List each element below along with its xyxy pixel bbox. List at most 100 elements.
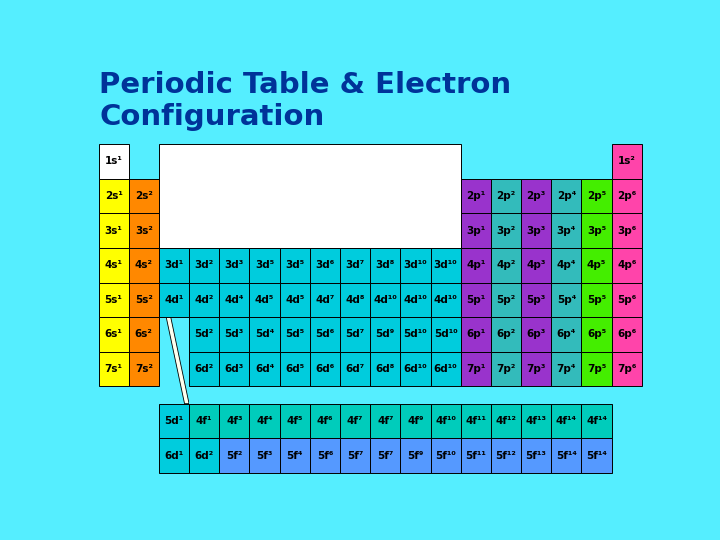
Bar [461,248,491,282]
Bar [521,179,552,213]
Text: 3d²: 3d² [194,260,214,270]
Bar [370,438,400,473]
Text: 5p⁵: 5p⁵ [587,295,606,305]
Bar [340,404,370,438]
Text: Periodic Table & Electron
Configuration: Periodic Table & Electron Configuration [99,71,511,131]
Text: 6p⁶: 6p⁶ [617,329,636,340]
Text: 2p⁶: 2p⁶ [617,191,636,201]
Text: 6p³: 6p³ [526,329,546,340]
Text: 5f⁹: 5f⁹ [408,450,423,461]
Bar [99,352,129,387]
Text: 3d⁸: 3d⁸ [376,260,395,270]
Text: 3p¹: 3p¹ [466,226,485,235]
Text: 3p⁵: 3p⁵ [587,226,606,235]
Text: 7p³: 7p³ [526,364,546,374]
Bar [461,317,491,352]
Bar [220,404,249,438]
Text: 3d⁷: 3d⁷ [346,260,365,270]
Text: 5f¹¹: 5f¹¹ [465,450,486,461]
Text: 5d⁹: 5d⁹ [376,329,395,340]
Text: 3d⁶: 3d⁶ [315,260,335,270]
Bar [189,438,220,473]
Text: 6p⁴: 6p⁴ [557,329,576,340]
Text: 5d⁵: 5d⁵ [285,329,305,340]
Bar [491,438,521,473]
Bar [129,282,159,317]
Bar [279,282,310,317]
Text: 4f⁷: 4f⁷ [377,416,394,426]
Bar [310,438,340,473]
Bar [370,282,400,317]
Text: 6d¹: 6d¹ [164,450,184,461]
Bar [189,248,220,282]
Text: 5d⁶: 5d⁶ [315,329,335,340]
Bar [99,213,129,248]
Text: 5f¹⁰: 5f¹⁰ [435,450,456,461]
Text: 5f²: 5f² [226,450,243,461]
Text: 5d¹⁰: 5d¹⁰ [404,329,427,340]
Text: 6d⁷: 6d⁷ [346,364,365,374]
Bar [189,352,220,387]
Text: 2s²: 2s² [135,191,153,201]
Bar [431,438,461,473]
Bar [279,438,310,473]
Bar [552,438,582,473]
Bar [491,213,521,248]
Text: 4s¹: 4s¹ [104,260,122,270]
Bar [220,438,249,473]
Text: 4f¹⁴: 4f¹⁴ [586,416,607,426]
Text: 2p¹: 2p¹ [466,191,485,201]
Bar [129,248,159,282]
Text: 5f⁷: 5f⁷ [347,450,364,461]
Text: 5d⁷: 5d⁷ [346,329,365,340]
Bar [521,438,552,473]
Bar [220,352,249,387]
Bar [129,317,159,352]
Bar [552,248,582,282]
Text: 5p⁶: 5p⁶ [617,295,636,305]
Text: 5f¹⁴: 5f¹⁴ [556,450,577,461]
Text: 5d¹: 5d¹ [164,416,184,426]
Bar [340,352,370,387]
Bar [129,352,159,387]
Bar [491,179,521,213]
Bar [310,282,340,317]
Text: 6d⁵: 6d⁵ [285,364,305,374]
Bar [279,317,310,352]
Text: 4d¹: 4d¹ [164,295,184,305]
Bar [431,317,461,352]
Bar [431,404,461,438]
Bar [611,282,642,317]
Bar [279,352,310,387]
Bar [279,248,310,282]
Bar [340,282,370,317]
Bar [521,317,552,352]
Bar [159,144,461,248]
Bar [99,317,129,352]
Text: 4f³: 4f³ [226,416,243,426]
Bar [461,404,491,438]
Text: 6d¹⁰: 6d¹⁰ [433,364,457,374]
Text: 4d¹⁰: 4d¹⁰ [373,295,397,305]
Text: 3p⁶: 3p⁶ [617,226,636,235]
Bar [249,317,279,352]
Text: 5d⁴: 5d⁴ [255,329,274,340]
Bar [461,438,491,473]
Text: 5f³: 5f³ [256,450,273,461]
Text: 3d¹⁰: 3d¹⁰ [404,260,427,270]
Text: 1s¹: 1s¹ [104,157,122,166]
Text: 3d³: 3d³ [225,260,244,270]
Text: 4f⁹: 4f⁹ [408,416,423,426]
Text: 4p⁶: 4p⁶ [617,260,636,270]
Bar [189,317,220,352]
Bar [189,387,642,404]
Text: 4f¹: 4f¹ [196,416,212,426]
Bar [582,352,611,387]
Bar [461,352,491,387]
Text: 5f¹³: 5f¹³ [526,450,546,461]
Text: 6d²: 6d² [194,364,214,374]
Text: 4f¹¹: 4f¹¹ [465,416,486,426]
Bar [552,282,582,317]
Bar [552,179,582,213]
Text: 5p¹: 5p¹ [466,295,485,305]
